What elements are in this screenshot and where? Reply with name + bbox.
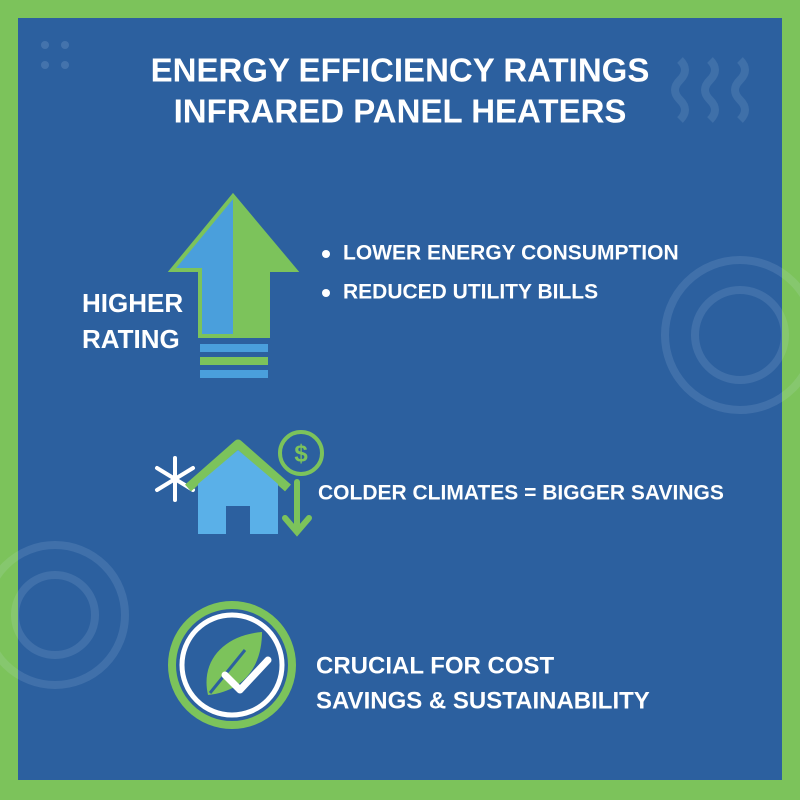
- background: [18, 18, 782, 780]
- bullet-text: REDUCED UTILITY BILLS: [343, 281, 598, 304]
- bullet-text: LOWER ENERGY CONSUMPTION: [343, 242, 679, 265]
- bullet-dot: [322, 289, 330, 297]
- dollar-sign: $: [294, 440, 308, 467]
- background-decor: [0, 57, 800, 689]
- rating-label: RATING: [82, 324, 180, 354]
- title-line: ENERGY EFFICIENCY RATINGS: [151, 52, 650, 89]
- title-line: INFRARED PANEL HEATERS: [174, 93, 627, 130]
- bullet-dot: [322, 250, 330, 258]
- up-arrow-icon: [167, 192, 300, 378]
- leaf-check-badge: [168, 601, 296, 729]
- conclusion-text: SAVINGS & SUSTAINABILITY: [316, 687, 650, 714]
- dots: [41, 41, 69, 69]
- conclusion-text: CRUCIAL FOR COST: [316, 652, 555, 679]
- savings-text: COLDER CLIMATES = BIGGER SAVINGS: [318, 482, 724, 505]
- house-icon: $: [155, 430, 324, 537]
- rating-label: HIGHER: [82, 288, 183, 318]
